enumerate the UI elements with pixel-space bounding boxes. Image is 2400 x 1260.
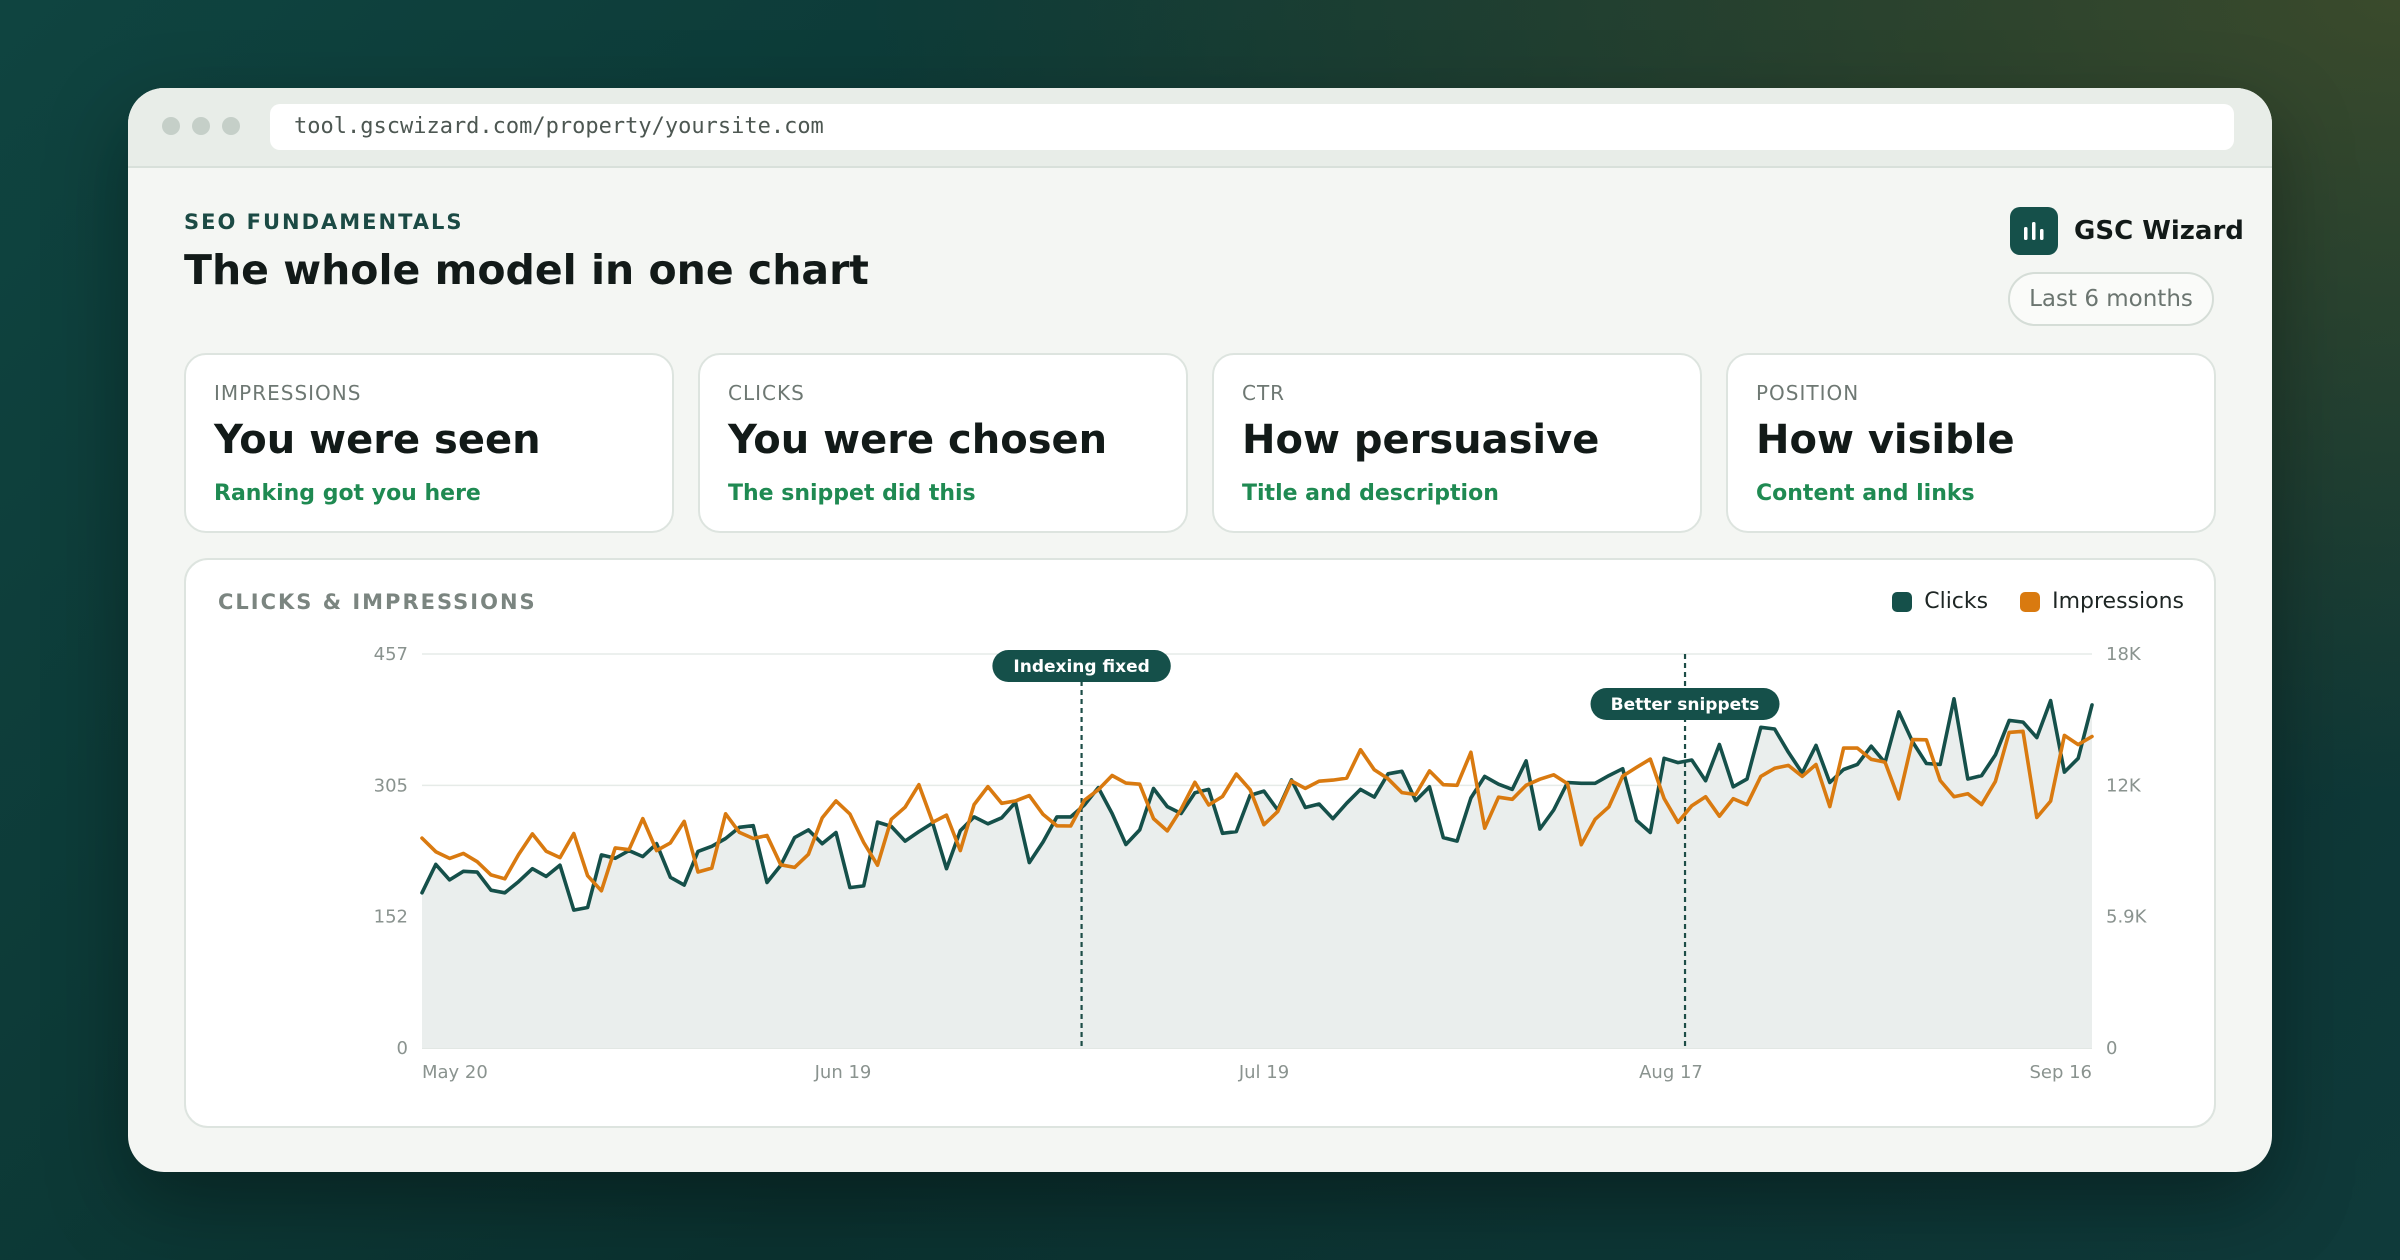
- annotation-label: Indexing fixed: [1013, 657, 1149, 677]
- y-left-tick-label: 305: [374, 775, 408, 796]
- annotation-pill: [1590, 688, 1780, 720]
- window-dot-close[interactable]: [162, 117, 180, 135]
- legend-item-clicks[interactable]: Clicks: [1892, 589, 1988, 614]
- browser-window: tool.gscwizard.com/property/yoursite.com…: [128, 88, 2272, 1172]
- address-bar[interactable]: tool.gscwizard.com/property/yoursite.com: [270, 104, 2234, 150]
- card-label: POSITION: [1756, 381, 1860, 405]
- brand: GSC Wizard: [2010, 207, 2244, 255]
- card-value: You were seen: [214, 417, 541, 463]
- x-tick-label: Jun 19: [814, 1062, 872, 1083]
- page-title: The whole model in one chart: [184, 246, 869, 294]
- y-left-tick-label: 152: [374, 907, 408, 928]
- metric-card-impressions: IMPRESSIONS You were seen Ranking got yo…: [184, 353, 674, 533]
- card-subtext: Content and links: [1756, 481, 1975, 506]
- window-dot-minimize[interactable]: [192, 117, 210, 135]
- clicks-area: [422, 698, 2092, 1048]
- card-label: CLICKS: [728, 381, 805, 405]
- y-left-tick-label: 0: [397, 1038, 408, 1059]
- metric-card-position: POSITION How visible Content and links: [1726, 353, 2216, 533]
- y-right-tick-label: 0: [2106, 1038, 2117, 1059]
- card-value: You were chosen: [728, 417, 1108, 463]
- card-subtext: The snippet did this: [728, 481, 976, 506]
- annotation-label: Better snippets: [1611, 695, 1760, 715]
- chart-legend: Clicks Impressions: [1860, 589, 2184, 614]
- legend-swatch-impressions: [2020, 591, 2041, 612]
- card-value: How persuasive: [1242, 417, 1600, 463]
- legend-label: Impressions: [2052, 589, 2184, 614]
- chart-title: CLICKS & IMPRESSIONS: [218, 590, 537, 614]
- x-tick-label: Jul 19: [1238, 1062, 1289, 1083]
- card-subtext: Ranking got you here: [214, 481, 481, 506]
- legend-label: Clicks: [1924, 589, 1989, 614]
- y-right-tick-label: 5.9K: [2106, 907, 2148, 928]
- bar-chart-icon: [2010, 207, 2058, 255]
- y-right-tick-label: 12K: [2106, 775, 2142, 796]
- card-label: CTR: [1242, 381, 1286, 405]
- window-dot-maximize[interactable]: [222, 117, 240, 135]
- date-range-button[interactable]: Last 6 months: [2008, 272, 2214, 326]
- card-label: IMPRESSIONS: [214, 381, 362, 405]
- impressions-line: [420, 729, 2094, 893]
- section-eyebrow: SEO FUNDAMENTALS: [184, 210, 464, 234]
- y-right-tick-label: 18K: [2106, 644, 2142, 665]
- x-tick-label: May 20: [422, 1062, 488, 1083]
- legend-item-impressions[interactable]: Impressions: [2020, 589, 2184, 614]
- brand-name: GSC Wizard: [2074, 216, 2244, 246]
- legend-swatch-clicks: [1892, 591, 1913, 612]
- metric-card-ctr: CTR How persuasive Title and description: [1212, 353, 1702, 533]
- clicks-line: [420, 697, 2094, 912]
- browser-titlebar: tool.gscwizard.com/property/yoursite.com: [128, 88, 2272, 168]
- annotation-pill: [992, 650, 1171, 682]
- x-tick-label: Sep 16: [2029, 1062, 2092, 1083]
- y-left-tick-label: 457: [374, 644, 408, 665]
- metric-card-clicks: CLICKS You were chosen The snippet did t…: [698, 353, 1188, 533]
- line-chart: 0 0 152 5.9K 305 12K 457 18K May 20 Jun 19 Jul 19 A…: [374, 644, 2148, 1083]
- card-subtext: Title and description: [1242, 481, 1499, 506]
- chart-card: 0 0 152 5.9K 305 12K 457 18K May 20 Jun 19 Jul 19 A…: [184, 558, 2216, 1128]
- x-tick-label: Aug 17: [1639, 1062, 1703, 1083]
- card-value: How visible: [1756, 417, 2015, 463]
